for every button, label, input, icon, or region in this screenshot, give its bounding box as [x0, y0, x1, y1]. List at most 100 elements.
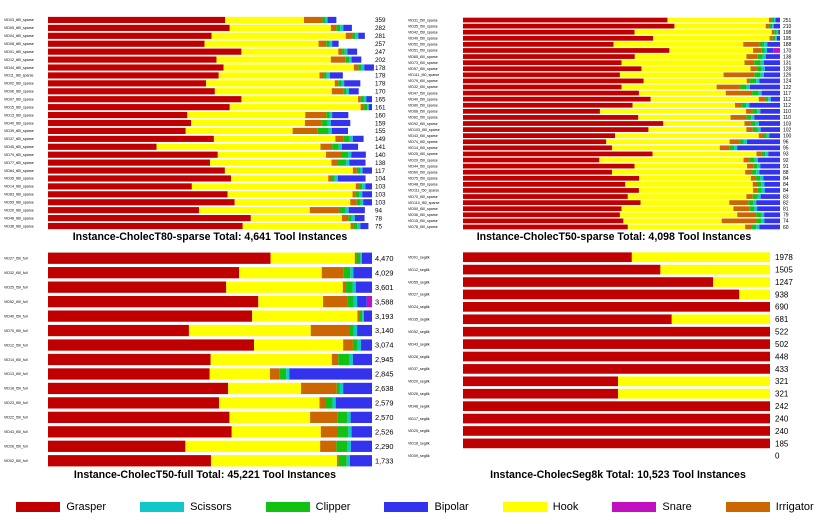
row-total-t80-sparse: 138 — [375, 160, 386, 167]
bar-segment-irrigator — [352, 167, 357, 174]
bar-segment-irrigator — [771, 29, 775, 35]
bar-segment-grasper — [463, 139, 607, 145]
row-total-t50-sparse: 112 — [783, 103, 791, 109]
row-total-seg8k: 433 — [775, 365, 789, 374]
bar-segment-grasper — [463, 29, 635, 35]
row-label-t50-sparse: VID74_t50_sparse — [408, 140, 438, 144]
legend-swatch-irrigator — [725, 502, 770, 512]
bar-segment-bipolar — [764, 212, 780, 218]
row-total-seg8k: 690 — [775, 303, 789, 312]
row-total-t80-sparse: 282 — [375, 25, 386, 32]
row-label-t50-sparse: VID75_t50_sparse — [408, 177, 438, 181]
row-total-t80-sparse: 160 — [375, 112, 386, 119]
bar-segment-hook — [217, 151, 326, 158]
bar-segment-grasper — [48, 159, 210, 166]
row-total-t50-sparse: 198 — [783, 30, 792, 36]
row-label-t50-sparse: VID111_t50_sparse — [408, 73, 439, 77]
bar-segment-clipper — [337, 159, 347, 166]
bar-segment-scissors — [346, 455, 350, 467]
bar-segment-hook — [213, 135, 336, 142]
bar-segment-grasper — [463, 188, 639, 193]
bar-segment-bipolar — [351, 151, 366, 158]
bar-segment-irrigator — [319, 397, 326, 409]
bar-segment-clipper — [338, 353, 350, 366]
row-total-seg8k: 681 — [775, 315, 789, 324]
row-total-t80-sparse: 155 — [375, 128, 386, 135]
bar-segment-grasper — [463, 48, 670, 53]
bar-segment-scissors — [773, 17, 776, 23]
bar-segment-irrigator — [304, 119, 322, 127]
bar-segment-hook — [198, 207, 310, 214]
row-label-t50-full: VID02_t50_full — [4, 459, 28, 463]
bar-segment-clipper — [757, 181, 762, 187]
bar-segment-bipolar — [763, 72, 780, 78]
legend-swatch-bipolar — [384, 502, 429, 512]
bar-segment-clipper — [763, 133, 767, 139]
bar-segment-bipolar — [770, 96, 780, 102]
bar-segment-clipper — [756, 218, 762, 224]
bar-segment-grasper — [48, 281, 227, 293]
bar-segment-hook — [229, 24, 331, 31]
bar-segment-bipolar — [349, 455, 372, 467]
bar-segment-grasper — [48, 353, 211, 366]
row-total-t80-sparse: 149 — [375, 136, 386, 143]
bar-segment-bipolar — [768, 151, 780, 157]
bar-segment-bipolar — [350, 440, 372, 452]
bar-segment-grasper — [463, 96, 651, 102]
bar-segment-scissors — [351, 215, 355, 222]
bar-segment-scissors — [761, 218, 765, 224]
row-label-t50-sparse: VID57_t50_sparse — [408, 67, 438, 71]
row-total-t50-full: 2,570 — [375, 413, 394, 422]
bar-segment-scissors — [346, 88, 349, 95]
bar-segment-scissors — [757, 194, 761, 199]
row-label-t80-sparse: VID14_t80_sparse — [4, 185, 34, 189]
row-total-t50-sparse: 96 — [783, 140, 789, 146]
bar-segment-grasper — [48, 40, 205, 47]
row-total-t50-sparse: 170 — [783, 48, 792, 54]
row-label-t50-full: VID18_t50_full — [4, 387, 28, 391]
bar-segment-irrigator — [730, 115, 747, 120]
bar-segment-irrigator — [744, 60, 755, 66]
row-label-t80-sparse: VID11_t80_sparse — [4, 74, 34, 78]
bar-segment-hook — [234, 199, 351, 206]
row-label-t50-sparse: VID48_t50_sparse — [408, 183, 438, 187]
bar-segment-grasper — [463, 252, 632, 263]
row-label-t50-full: VID52_t50_full — [4, 300, 28, 304]
row-total-t50-full: 3,074 — [375, 341, 394, 350]
row-total-t80-sparse: 178 — [375, 65, 386, 72]
row-total-seg8k: 242 — [775, 402, 789, 411]
bar-segment-irrigator — [750, 175, 756, 181]
bar-segment-hook — [226, 281, 343, 293]
row-label-t80-sparse: VID64_t80_sparse — [4, 169, 34, 173]
bar-segment-irrigator — [292, 127, 318, 135]
row-label-t50-sparse: VID32_t50_sparse — [408, 85, 438, 89]
bar-segment-bipolar — [327, 16, 337, 24]
row-total-t50-sparse: 100 — [783, 133, 792, 139]
row-total-t50-sparse: 93 — [783, 152, 789, 158]
bar-segment-bipolar — [363, 310, 372, 322]
bar-segment-grasper — [463, 326, 770, 337]
bar-segment-scissors — [347, 440, 351, 452]
bar-segment-bipolar — [341, 143, 359, 150]
bar-segment-bipolar — [773, 23, 780, 29]
bar-segment-clipper — [343, 88, 347, 95]
bar-segment-bipolar — [749, 102, 780, 108]
bar-segment-hook — [619, 212, 738, 218]
bar-segment-irrigator — [758, 133, 764, 139]
row-total-t50-sparse: 91 — [783, 164, 789, 170]
bar-segment-bipolar — [778, 29, 780, 35]
bar-segment-scissors — [772, 23, 774, 29]
row-label-t50-sparse: VID60_t50_sparse — [408, 170, 438, 174]
bar-segment-hook — [641, 66, 751, 72]
row-label-t50-sparse: VID52_t50_sparse — [408, 43, 438, 47]
row-label-t80-sparse: VID59_t80_sparse — [4, 201, 34, 205]
row-total-t50-full: 2,526 — [375, 427, 394, 436]
bar-segment-hook — [650, 96, 759, 102]
bar-segment-irrigator — [729, 200, 749, 205]
bar-segment-grasper — [463, 66, 642, 72]
bar-segment-hook — [219, 397, 320, 409]
bar-segment-irrigator — [734, 102, 742, 108]
bar-segment-grasper — [48, 191, 228, 198]
row-label-t50-sparse: VID15_t50_sparse — [408, 219, 438, 223]
bar-segment-grasper — [48, 295, 259, 308]
